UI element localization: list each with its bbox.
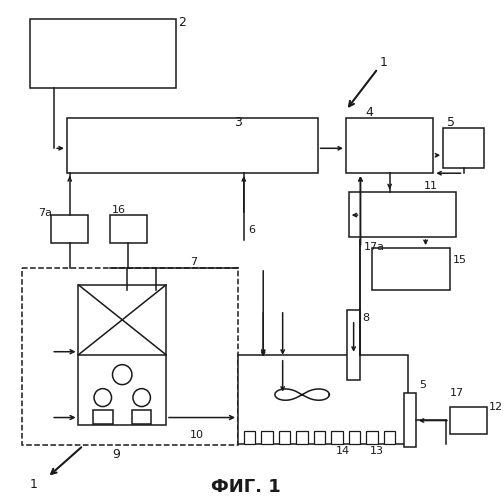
- Bar: [349, 432, 360, 444]
- Text: 7a: 7a: [38, 208, 51, 218]
- Bar: [279, 432, 290, 444]
- Bar: [67, 118, 318, 173]
- Bar: [372, 248, 450, 290]
- Text: 15: 15: [453, 255, 467, 265]
- Bar: [404, 392, 416, 448]
- Text: 8: 8: [362, 313, 369, 323]
- Bar: [22, 268, 238, 446]
- Bar: [346, 118, 433, 173]
- Bar: [30, 18, 176, 88]
- Text: 12: 12: [489, 402, 503, 411]
- Text: 14: 14: [336, 446, 350, 456]
- Text: 17a: 17a: [363, 242, 385, 252]
- Text: 17: 17: [450, 388, 464, 398]
- Bar: [296, 432, 308, 444]
- Bar: [132, 410, 151, 424]
- Bar: [366, 432, 378, 444]
- Bar: [238, 354, 408, 444]
- Bar: [443, 128, 484, 168]
- Text: 5: 5: [419, 380, 426, 390]
- Bar: [331, 432, 343, 444]
- Text: 7: 7: [191, 257, 198, 267]
- Bar: [314, 432, 326, 444]
- Bar: [347, 310, 360, 380]
- Bar: [109, 215, 147, 243]
- Bar: [93, 410, 112, 424]
- Bar: [261, 432, 273, 444]
- Text: 5: 5: [447, 116, 455, 129]
- Bar: [51, 215, 88, 243]
- Text: 1: 1: [380, 56, 388, 69]
- Text: 3: 3: [234, 116, 242, 129]
- Bar: [79, 285, 166, 424]
- Bar: [384, 432, 396, 444]
- Text: 10: 10: [191, 430, 204, 440]
- Bar: [450, 406, 487, 434]
- Text: 1: 1: [30, 478, 38, 491]
- Text: 6: 6: [248, 225, 256, 235]
- Text: 16: 16: [111, 205, 125, 215]
- Text: 11: 11: [424, 181, 437, 191]
- Text: ФИГ. 1: ФИГ. 1: [211, 478, 281, 496]
- Bar: [244, 432, 256, 444]
- Bar: [349, 192, 456, 237]
- Text: 4: 4: [365, 106, 373, 119]
- Text: 2: 2: [178, 16, 186, 29]
- Text: 13: 13: [370, 446, 384, 456]
- Text: 9: 9: [112, 448, 120, 461]
